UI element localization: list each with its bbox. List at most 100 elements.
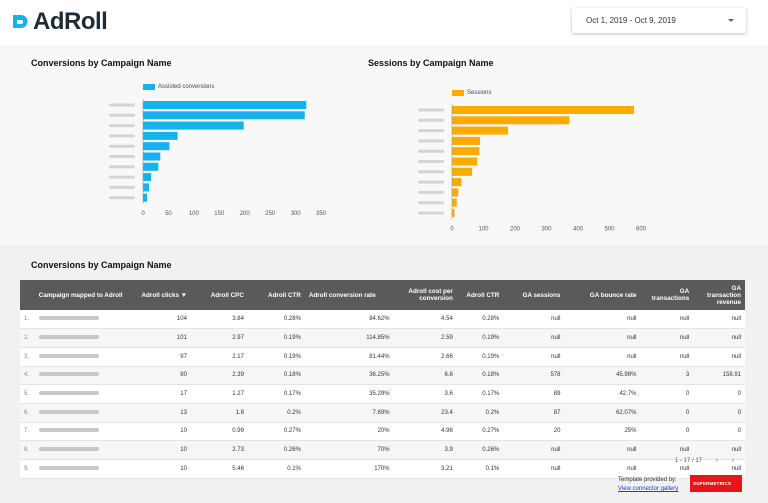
table-cell: 170% (304, 459, 394, 479)
table-row[interactable]: 4. 80 2.39 0.18% 36.25% 6.6 0.18% 578 45.98% 3 158… (20, 366, 745, 386)
left-chart-legend[interactable]: Assisted conversions (143, 84, 214, 90)
column-header[interactable]: Adroll clicks ▼ (129, 280, 191, 310)
bar[interactable] (143, 111, 305, 120)
campaign-name-cell (34, 347, 130, 367)
table-row[interactable]: 6. 13 1.8 0.2% 7.69% 23.4 0.2% 87 62.07% 0 0 (20, 403, 745, 423)
right-chart-legend[interactable]: Sessions (452, 90, 491, 96)
bar[interactable] (452, 178, 462, 187)
table-row[interactable]: 3. 97 2.17 0.19% 81.44% 2.66 0.19% null null null… (20, 347, 745, 367)
table-cell: 0.19% (456, 328, 504, 348)
sort-desc-icon: ▼ (178, 291, 187, 299)
category-label (109, 165, 135, 169)
bar[interactable] (143, 142, 170, 151)
x-tick-label: 150 (214, 211, 225, 217)
bar[interactable] (143, 173, 152, 182)
table-cell: 2.59 (393, 328, 457, 348)
row-index: 2. (20, 328, 35, 348)
table-cell: 20 (503, 422, 565, 442)
redacted-campaign-name (38, 465, 99, 470)
conversions-bar-chart: 0 50 100 150 200 250 300 350 (109, 99, 327, 217)
table-cell: 2.66 (393, 347, 457, 367)
table-cell: 0.17% (247, 384, 305, 404)
category-label (418, 180, 444, 184)
table-row[interactable]: 5. 17 1.27 0.17% 35.29% 3.6 0.17% 89 42.7% 0 0 (20, 384, 745, 404)
bar[interactable] (143, 131, 178, 140)
table-cell: 0.28% (247, 310, 305, 330)
table-row[interactable]: 8. 10 2.73 0.26% 70% 3.9 0.26% null null null null (20, 440, 745, 460)
bar[interactable] (452, 167, 473, 176)
table-cell: null (564, 328, 641, 348)
column-header[interactable]: Adroll CTR (247, 280, 305, 310)
bar[interactable] (452, 188, 459, 197)
bar[interactable] (452, 198, 457, 207)
table-row[interactable]: 2. 101 2.97 0.19% 114.85% 2.59 0.19% null null nu… (20, 328, 745, 348)
bar[interactable] (452, 116, 570, 125)
row-index: 7. (20, 422, 35, 442)
category-label (418, 160, 444, 163)
table-cell: 84.62% (304, 310, 394, 330)
column-header[interactable]: GA transactions (640, 280, 694, 310)
x-tick-label: 500 (604, 226, 615, 232)
bar[interactable] (452, 157, 478, 166)
bar[interactable] (452, 147, 480, 156)
x-tick-label: 350 (316, 211, 327, 217)
x-tick-label: 50 (165, 211, 172, 217)
bar[interactable] (452, 126, 509, 135)
adroll-logo[interactable]: AdRoll (10, 8, 108, 35)
bar[interactable] (452, 106, 635, 114)
table-cell: 80 (129, 366, 191, 386)
table-cell: 10 (129, 459, 191, 479)
column-header[interactable]: GA transaction revenue (693, 280, 745, 310)
table-row[interactable]: 1. 104 3.84 0.28% 84.62% 4.54 0.28% null null nul… (20, 310, 745, 330)
column-header[interactable]: Adroll cost per conversion (393, 280, 457, 310)
row-index: 9. (20, 459, 35, 479)
redacted-campaign-name (38, 391, 99, 396)
bar[interactable] (143, 183, 150, 192)
supermetrics-logo[interactable]: SUPERMETRICS (690, 475, 742, 492)
campaign-name-cell (34, 422, 130, 442)
bar[interactable] (143, 193, 148, 202)
table-cell: null (503, 310, 565, 330)
table-cell: 35.29% (304, 384, 394, 404)
table-cell: 89 (503, 384, 565, 404)
bar[interactable] (143, 162, 159, 171)
bar[interactable] (143, 101, 307, 109)
column-header[interactable]: GA bounce rate (564, 280, 641, 310)
table-cell: 2.97 (190, 328, 248, 348)
column-header[interactable]: Adroll CPC (190, 280, 248, 310)
connector-gallery-link[interactable]: View connector gallery (618, 486, 679, 492)
x-tick-label: 300 (291, 211, 302, 217)
redacted-campaign-name (38, 428, 99, 433)
table-cell: 4.96 (393, 422, 457, 442)
date-range-picker[interactable]: Oct 1, 2019 - Oct 9, 2019 (572, 8, 746, 33)
table-cell: 62.07% (564, 403, 641, 423)
table-cell: null (503, 440, 565, 460)
bar[interactable] (452, 209, 455, 217)
bar[interactable] (143, 152, 161, 161)
column-header[interactable] (20, 280, 35, 310)
column-header[interactable]: Adroll CTR (456, 280, 504, 310)
prev-page-icon[interactable]: ‹ (716, 458, 719, 464)
table-cell: 0 (693, 403, 745, 423)
category-label (109, 103, 135, 107)
column-header[interactable]: Adroll conversion rate (304, 280, 394, 310)
bar[interactable] (452, 136, 481, 145)
redacted-campaign-name (38, 353, 99, 358)
table-cell: null (564, 459, 641, 479)
bar[interactable] (143, 121, 244, 130)
redacted-campaign-name (38, 316, 99, 321)
table-cell: 45.98% (564, 366, 641, 386)
row-index: 4. (20, 366, 35, 386)
category-label (418, 129, 444, 133)
column-header[interactable]: Campaign mapped to Adroll (34, 280, 130, 310)
table-row[interactable]: 9. 10 5.46 0.1% 170% 3.21 0.1% null null null null (20, 459, 745, 479)
table-cell: 20% (304, 422, 394, 442)
x-tick-label: 200 (510, 226, 521, 232)
brand-text: SUPERMETRICS (693, 481, 732, 486)
campaign-table: Campaign mapped to Adroll Adroll clicks ▼… (20, 280, 745, 479)
campaign-name-cell (34, 328, 130, 348)
table-row[interactable]: 7. 10 0.99 0.27% 20% 4.96 0.27% 20 25% 0 0 (20, 422, 745, 442)
table-cell: 3.9 (393, 440, 457, 460)
next-page-icon[interactable]: › (732, 458, 735, 464)
column-header[interactable]: GA sessions (503, 280, 565, 310)
